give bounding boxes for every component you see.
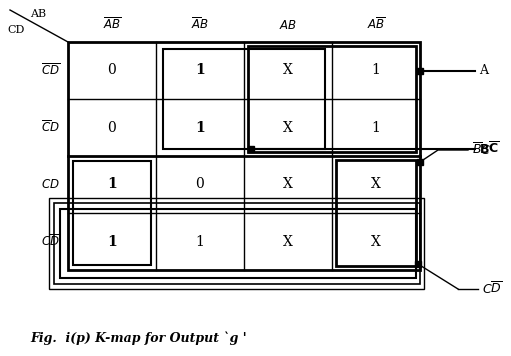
Text: X: X [283, 120, 293, 135]
Text: 1: 1 [371, 120, 380, 135]
Bar [163, 49, 325, 149]
Text: X: X [283, 63, 293, 78]
Text: $\overline{A}B$: $\overline{A}B$ [191, 16, 209, 32]
Text: X: X [371, 235, 381, 248]
Text: X: X [283, 178, 293, 192]
Text: X: X [371, 178, 381, 192]
Text: AB: AB [30, 9, 46, 19]
Text: $A\overline{B}$: $A\overline{B}$ [366, 16, 385, 32]
Bar [336, 160, 416, 266]
Text: $\overline{C}D$: $\overline{C}D$ [41, 120, 60, 136]
Text: $\overline{C}\overline{D}$: $\overline{C}\overline{D}$ [41, 63, 60, 78]
Text: 0: 0 [196, 178, 204, 192]
Text: $CD$: $CD$ [41, 178, 60, 191]
Text: $\overline{A}\overline{B}$: $\overline{A}\overline{B}$ [103, 16, 121, 32]
Text: 1: 1 [371, 63, 380, 78]
Bar [68, 42, 420, 270]
Bar [73, 161, 151, 265]
Text: $C\overline{D}$: $C\overline{D}$ [41, 234, 60, 250]
Bar [49, 198, 424, 289]
Text: 1: 1 [195, 120, 205, 135]
Text: $\mathbf{B}\overline{\mathbf{C}}$: $\mathbf{B}\overline{\mathbf{C}}$ [479, 141, 500, 157]
Text: $\overline{B}C$: $\overline{B}C$ [472, 142, 491, 158]
Text: A: A [479, 64, 488, 77]
Text: 1: 1 [195, 63, 205, 78]
Bar [54, 203, 420, 284]
Text: 0: 0 [108, 120, 117, 135]
Text: 1: 1 [107, 178, 117, 192]
Text: X: X [283, 235, 293, 248]
Bar [60, 209, 416, 278]
Text: 0: 0 [108, 63, 117, 78]
Text: 1: 1 [107, 235, 117, 248]
Text: Fig.  i(p) K-map for Output `g ': Fig. i(p) K-map for Output `g ' [30, 331, 247, 345]
Bar [248, 46, 416, 152]
Text: $AB$: $AB$ [279, 19, 297, 32]
Text: CD: CD [7, 25, 25, 35]
Text: 1: 1 [196, 235, 204, 248]
Text: $C\overline{D}$: $C\overline{D}$ [482, 281, 502, 297]
